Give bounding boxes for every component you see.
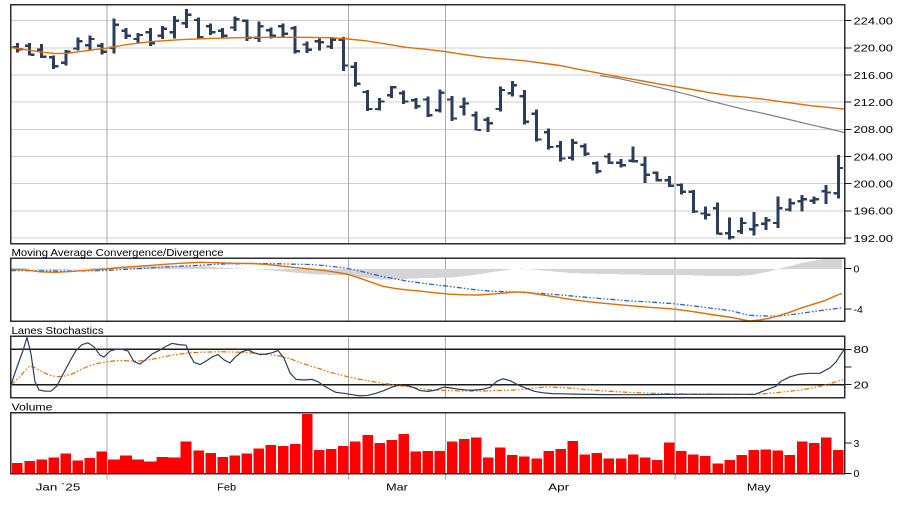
- svg-text:192.00: 192.00: [854, 233, 894, 245]
- svg-text:Apr: Apr: [548, 481, 570, 493]
- svg-text:-4: -4: [854, 304, 863, 316]
- svg-text:0: 0: [854, 468, 860, 480]
- svg-text:220.00: 220.00: [854, 43, 894, 55]
- svg-text:0: 0: [854, 263, 860, 275]
- svg-text:May: May: [747, 481, 772, 493]
- svg-text:216.00: 216.00: [854, 70, 894, 82]
- svg-text:196.00: 196.00: [854, 206, 894, 218]
- svg-text:Jan `25: Jan `25: [36, 481, 81, 493]
- svg-text:208.00: 208.00: [854, 124, 894, 136]
- svg-text:224.00: 224.00: [854, 16, 894, 28]
- svg-text:3: 3: [854, 438, 860, 450]
- svg-text:200.00: 200.00: [854, 178, 894, 190]
- svg-text:Moving Average Convergence/Div: Moving Average Convergence/Divergence: [12, 247, 224, 259]
- svg-text:212.00: 212.00: [854, 97, 894, 109]
- svg-text:Mar: Mar: [386, 481, 408, 493]
- svg-text:20: 20: [854, 380, 869, 392]
- svg-text:Feb: Feb: [217, 481, 236, 493]
- svg-text:Lanes Stochastics: Lanes Stochastics: [12, 325, 104, 337]
- svg-text:204.00: 204.00: [854, 151, 894, 163]
- svg-text:80: 80: [854, 344, 869, 356]
- svg-text:Volume: Volume: [12, 402, 53, 414]
